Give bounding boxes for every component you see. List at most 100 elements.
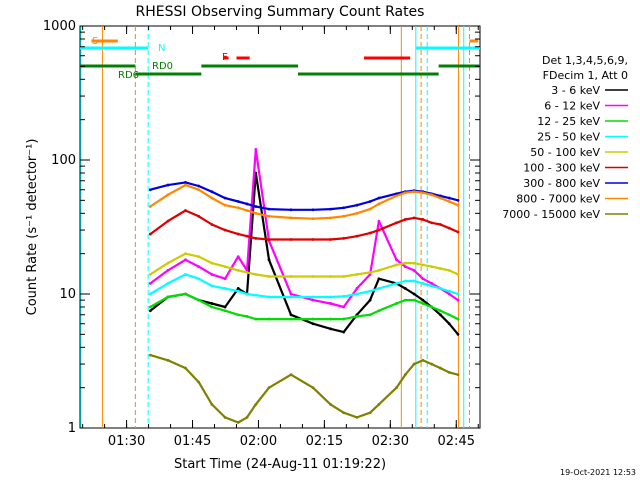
- series-point: [439, 313, 442, 317]
- series-point: [412, 292, 416, 296]
- state-label-f: F: [222, 52, 228, 63]
- series-point: [254, 236, 258, 240]
- legend-label: 50 - 100 keV: [530, 146, 600, 159]
- series-point: [311, 295, 315, 299]
- series-point: [210, 302, 214, 305]
- series-group: [148, 147, 460, 424]
- series-point: [439, 287, 442, 290]
- series-point: [267, 238, 271, 241]
- series-point: [456, 332, 460, 336]
- series-point: [355, 273, 359, 276]
- series-point: [311, 386, 315, 390]
- series-line-0: [149, 171, 459, 336]
- series-point: [223, 265, 227, 269]
- series-point: [403, 261, 407, 265]
- series-point: [245, 209, 249, 212]
- series-point: [447, 196, 451, 200]
- series-point: [245, 270, 249, 274]
- series-point: [447, 200, 451, 203]
- series-point: [355, 287, 359, 290]
- series-point: [210, 284, 214, 288]
- series-point: [166, 358, 170, 362]
- series-point: [447, 226, 451, 230]
- x-tick-label: 02:45: [438, 434, 475, 449]
- series-point: [377, 403, 381, 406]
- series-point: [289, 313, 293, 317]
- legend-label: 300 - 800 keV: [523, 177, 600, 190]
- series-point: [430, 265, 434, 269]
- series-point: [456, 198, 460, 202]
- series-point: [311, 317, 315, 321]
- series-point: [421, 263, 425, 267]
- series-point: [439, 223, 442, 226]
- series-point: [329, 216, 332, 220]
- series-point: [421, 218, 425, 221]
- series-point: [223, 287, 227, 290]
- series-point: [267, 275, 271, 278]
- series-point: [311, 322, 315, 326]
- series-point: [412, 279, 416, 283]
- series-point: [412, 261, 416, 265]
- series-point: [342, 305, 346, 309]
- series-point: [254, 403, 258, 406]
- series-point: [197, 188, 201, 192]
- series-point: [395, 263, 398, 267]
- y-tick-label: 100: [51, 153, 76, 168]
- series-point: [368, 298, 372, 302]
- series-point: [148, 353, 152, 357]
- series-point: [148, 292, 152, 296]
- series-point: [148, 232, 152, 236]
- series-point: [223, 415, 227, 419]
- series-point: [342, 330, 346, 334]
- series-point: [210, 403, 214, 406]
- series-point: [166, 295, 170, 299]
- series-point: [311, 208, 315, 212]
- series-point: [223, 305, 227, 309]
- series-point: [412, 362, 416, 366]
- series-point: [245, 202, 249, 206]
- series-point: [148, 273, 152, 276]
- series-point: [289, 216, 293, 220]
- series-point: [197, 277, 201, 281]
- series-point: [395, 302, 398, 305]
- series-point: [254, 147, 258, 151]
- series-point: [456, 373, 460, 377]
- series-point: [223, 309, 227, 313]
- series-point: [403, 279, 407, 283]
- series-point: [403, 218, 407, 221]
- series-point: [355, 211, 359, 215]
- series-point: [197, 214, 201, 218]
- series-point: [447, 292, 451, 296]
- series-point: [421, 358, 425, 362]
- state-label-s: S: [92, 36, 98, 47]
- legend-label: 3 - 6 keV: [551, 84, 600, 97]
- series-point: [421, 281, 425, 285]
- series-point: [456, 317, 460, 321]
- series-point: [166, 193, 170, 197]
- series-point: [267, 207, 271, 211]
- series-point: [289, 238, 293, 241]
- legend-label: 12 - 25 keV: [537, 115, 600, 128]
- legend-label: 25 - 50 keV: [537, 131, 600, 144]
- series-point: [267, 317, 271, 321]
- series-point: [421, 191, 425, 195]
- series-point: [430, 362, 434, 366]
- series-point: [355, 415, 359, 419]
- chart-title: RHESSI Observing Summary Count Rates: [136, 4, 425, 20]
- series-point: [148, 309, 152, 313]
- series-point: [245, 415, 249, 419]
- x-tick-label: 01:30: [108, 434, 145, 449]
- series-point: [197, 265, 201, 269]
- series-point: [223, 228, 227, 232]
- series-point: [289, 317, 293, 321]
- series-point: [254, 211, 258, 215]
- series-point: [377, 196, 381, 200]
- series-point: [267, 214, 271, 218]
- series-point: [236, 232, 240, 236]
- series-point: [368, 273, 372, 276]
- series-point: [368, 231, 372, 235]
- series-point: [197, 380, 201, 384]
- series-point: [184, 292, 187, 296]
- series-point: [412, 269, 416, 272]
- series-point: [447, 313, 451, 317]
